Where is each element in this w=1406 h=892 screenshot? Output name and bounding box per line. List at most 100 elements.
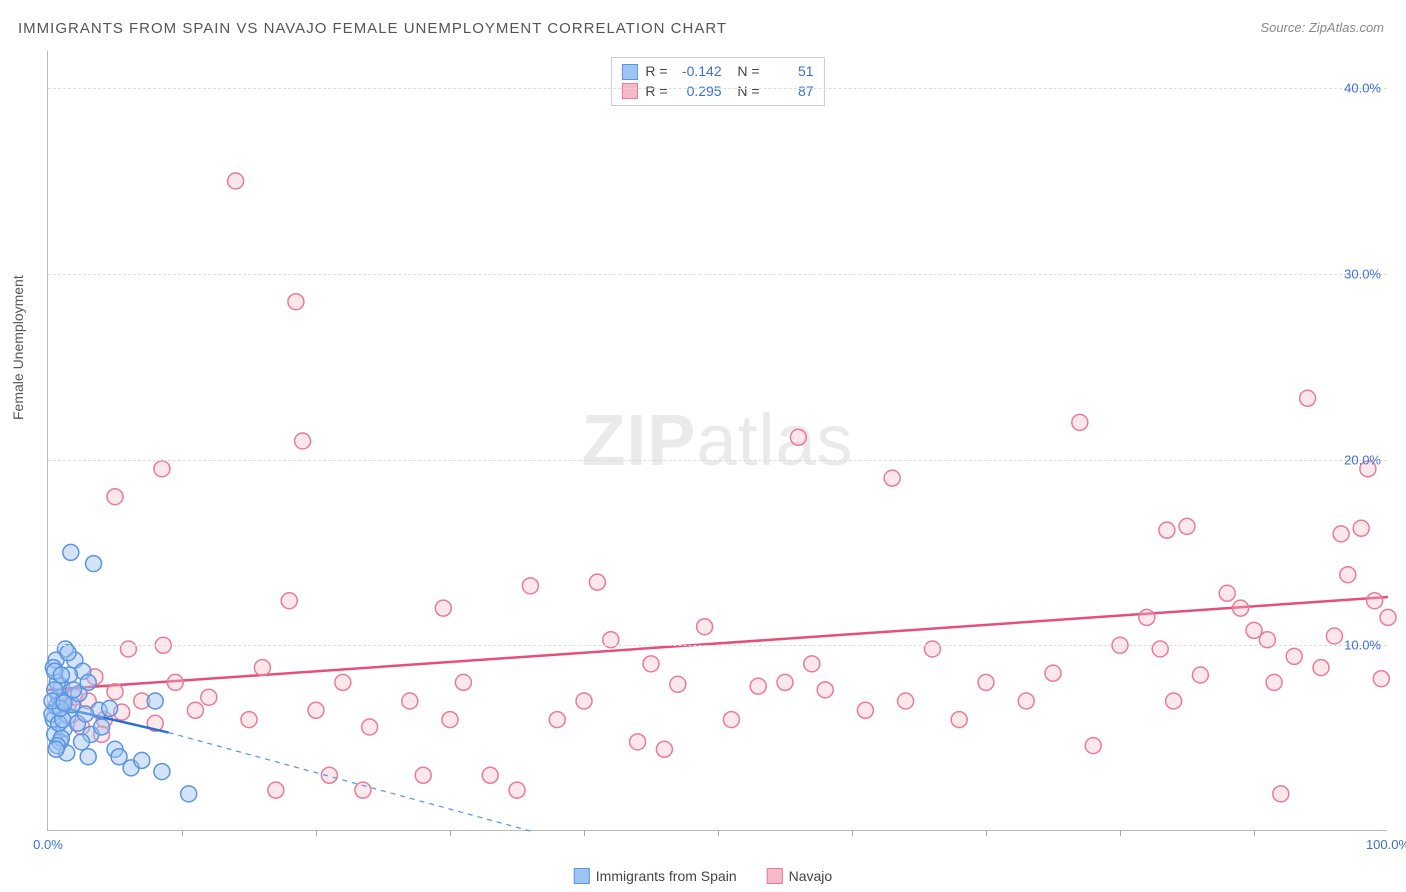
data-point [1018,693,1034,709]
gridline-h [48,645,1387,646]
y-tick-label: 20.0% [1344,452,1381,467]
y-tick-label: 10.0% [1344,638,1381,653]
data-point [254,660,270,676]
data-point [362,719,378,735]
x-tick-label: 0.0% [33,837,63,852]
data-point [750,678,766,694]
legend-item-spain: Immigrants from Spain [574,868,737,884]
legend-swatch-spain [574,868,590,884]
data-point [1326,628,1342,644]
x-tick [718,830,719,836]
data-point [1072,414,1088,430]
data-point [817,682,833,698]
data-point [107,489,123,505]
data-point [1373,671,1389,687]
data-point [1192,667,1208,683]
data-point [857,702,873,718]
data-point [154,764,170,780]
legend-item-navajo: Navajo [767,868,833,884]
legend-label-spain: Immigrants from Spain [596,868,737,884]
trend-line [48,597,1388,690]
trend-line-extrapolated [169,733,531,831]
data-point [978,674,994,690]
data-point [60,645,76,661]
data-point [697,619,713,635]
data-point [643,656,659,672]
data-point [723,712,739,728]
n-value-navajo: 87 [768,82,814,102]
data-point [94,719,110,735]
data-point [656,741,672,757]
data-point [147,693,163,709]
y-tick-label: 40.0% [1344,81,1381,96]
data-point [402,693,418,709]
data-point [522,578,538,594]
scatter-svg [48,51,1387,830]
data-point [268,782,284,798]
data-point [884,470,900,486]
data-point [1166,693,1182,709]
data-point [804,656,820,672]
y-tick-label: 30.0% [1344,266,1381,281]
data-point [134,752,150,768]
data-point [630,734,646,750]
data-point [335,674,351,690]
plot-area: ZIPatlas R = -0.142 N = 51 R = 0.295 N =… [47,51,1387,831]
x-tick [1254,830,1255,836]
data-point [435,600,451,616]
x-tick [182,830,183,836]
data-point [201,689,217,705]
data-point [56,695,72,711]
data-point [154,461,170,477]
data-point [924,641,940,657]
data-point [74,734,90,750]
data-point [790,429,806,445]
x-tick [584,830,585,836]
legend-swatch-navajo [767,868,783,884]
legend-label-navajo: Navajo [789,868,833,884]
gridline-h [48,460,1387,461]
data-point [308,702,324,718]
data-point [288,294,304,310]
data-point [1159,522,1175,538]
data-point [63,544,79,560]
correlation-stats-box: R = -0.142 N = 51 R = 0.295 N = 87 [610,57,824,106]
data-point [86,556,102,572]
n-value-spain: 51 [768,62,814,82]
data-point [1139,609,1155,625]
data-point [1266,674,1282,690]
data-point [1380,609,1396,625]
x-tick-label: 100.0% [1366,837,1406,852]
data-point [228,173,244,189]
data-point [442,712,458,728]
data-point [415,767,431,783]
bottom-legend: Immigrants from Spain Navajo [574,868,832,884]
data-point [48,741,64,757]
data-point [78,706,94,722]
data-point [455,674,471,690]
data-point [80,749,96,765]
data-point [670,676,686,692]
data-point [951,712,967,728]
data-point [1333,526,1349,542]
x-tick [1120,830,1121,836]
gridline-h [48,274,1387,275]
data-point [1300,390,1316,406]
r-value-spain: -0.142 [676,62,722,82]
data-point [167,674,183,690]
data-point [576,693,592,709]
data-point [1219,585,1235,601]
data-point [777,674,793,690]
swatch-spain [621,64,637,80]
data-point [482,767,498,783]
x-tick [852,830,853,836]
data-point [355,782,371,798]
data-point [53,667,69,683]
data-point [589,574,605,590]
data-point [1233,600,1249,616]
data-point [1286,648,1302,664]
gridline-h [48,88,1387,89]
data-point [1152,641,1168,657]
stats-row-navajo: R = 0.295 N = 87 [621,82,813,102]
y-axis-label: Female Unemployment [10,275,26,420]
